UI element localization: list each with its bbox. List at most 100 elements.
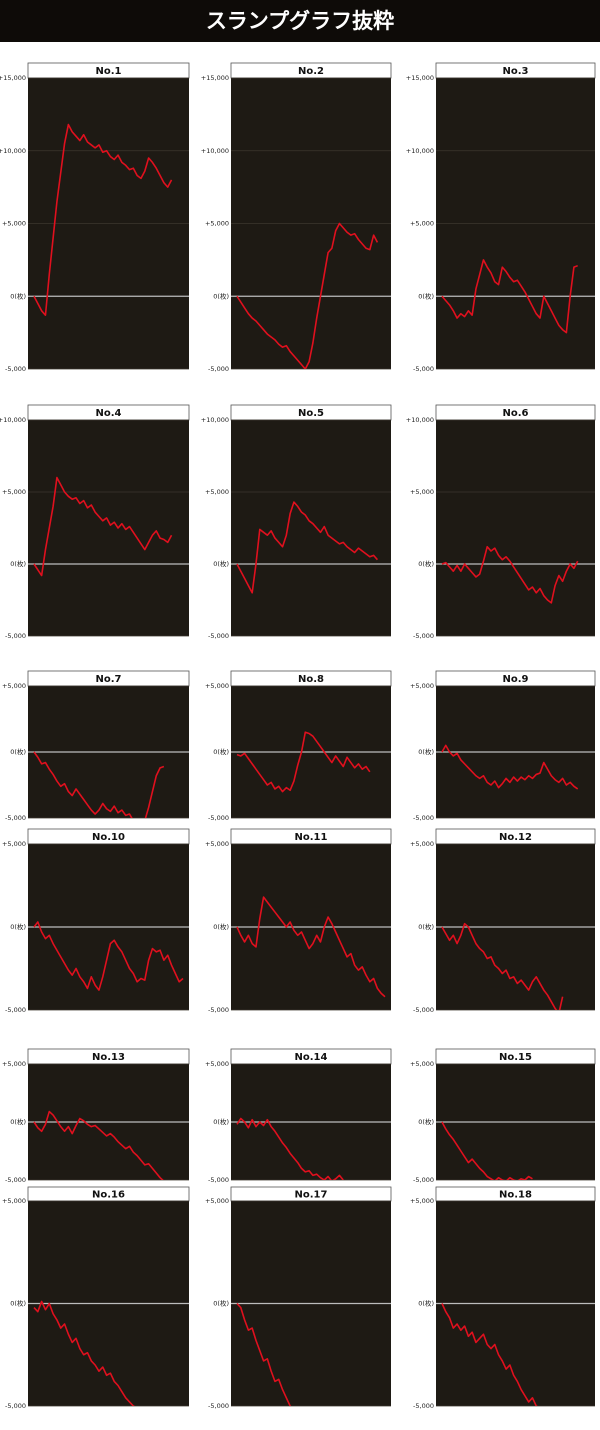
y-tick-label: 0(枚) — [418, 1117, 434, 1126]
slump-line — [33, 476, 173, 577]
y-tick-label: +5,000 — [205, 682, 229, 690]
chart-title: No.4 — [96, 408, 122, 419]
slump-chart: No.1 +15,000 +10,000 +5,000 0(枚) -5,000 — [0, 62, 190, 373]
y-tick-label: -5,000 — [5, 1176, 26, 1184]
chart-title: No.15 — [499, 1052, 532, 1063]
y-tick-label: -5,000 — [413, 632, 434, 640]
slump-chart: No.8 +5,000 0(枚) -5,000 — [205, 670, 392, 822]
chart-title: No.14 — [295, 1052, 328, 1063]
y-tick-label: +5,000 — [410, 840, 434, 848]
y-tick-label: +5,000 — [2, 1060, 26, 1068]
y-tick-label: 0(枚) — [213, 747, 229, 756]
slump-chart: No.10 +5,000 0(枚) -5,000 — [2, 828, 190, 1014]
y-tick-label: +5,000 — [205, 220, 229, 228]
plot-area — [436, 420, 595, 636]
y-tick-label: +5,000 — [205, 1060, 229, 1068]
y-tick-label: 0(枚) — [10, 747, 26, 756]
y-tick-label: -5,000 — [5, 365, 26, 373]
slump-line — [236, 896, 386, 998]
chart-title: No.8 — [298, 674, 324, 685]
y-tick-label: +10,000 — [0, 416, 26, 424]
y-tick-label: +5,000 — [2, 840, 26, 848]
chart-title: No.10 — [92, 832, 125, 843]
chart-title: No.1 — [96, 66, 122, 77]
chart-title: No.13 — [92, 1052, 125, 1063]
y-tick-label: +10,000 — [406, 147, 434, 155]
y-tick-label: +5,000 — [205, 840, 229, 848]
y-tick-label: +10,000 — [201, 147, 229, 155]
chart-title: No.5 — [298, 408, 324, 419]
chart-title: No.18 — [499, 1190, 532, 1201]
slump-line — [33, 1300, 136, 1406]
y-tick-label: -5,000 — [413, 365, 434, 373]
slump-line — [441, 1303, 538, 1406]
y-tick-label: +5,000 — [2, 488, 26, 496]
y-tick-label: -5,000 — [208, 365, 229, 373]
y-tick-label: -5,000 — [208, 1176, 229, 1184]
slump-line — [33, 751, 165, 818]
chart-title: No.16 — [92, 1190, 125, 1201]
y-tick-label: -5,000 — [208, 814, 229, 822]
slump-line — [441, 922, 564, 1010]
slump-line — [236, 1302, 292, 1406]
y-tick-label: +5,000 — [2, 682, 26, 690]
y-tick-label: +5,000 — [205, 1197, 229, 1205]
y-tick-label: +5,000 — [2, 1197, 26, 1205]
y-tick-label: 0(枚) — [213, 922, 229, 931]
y-tick-label: -5,000 — [208, 1006, 229, 1014]
y-tick-label: 0(枚) — [213, 291, 229, 300]
y-tick-label: -5,000 — [5, 814, 26, 822]
y-tick-label: +10,000 — [201, 416, 229, 424]
slump-chart: No.12 +5,000 0(枚) -5,000 — [410, 828, 596, 1014]
y-tick-label: -5,000 — [5, 1006, 26, 1014]
slump-chart: No.17 +5,000 0(枚) -5,000 — [205, 1186, 392, 1410]
plot-area — [28, 420, 189, 636]
slump-line — [33, 123, 173, 316]
y-tick-label: +5,000 — [410, 1197, 434, 1205]
plot-area — [231, 420, 391, 636]
slump-chart: No.13 +5,000 0(枚) -5,000 — [2, 1048, 190, 1184]
y-tick-label: 0(枚) — [213, 1117, 229, 1126]
slump-line — [441, 744, 579, 790]
y-tick-label: 0(枚) — [418, 922, 434, 931]
slump-line — [236, 222, 379, 369]
y-tick-label: 0(枚) — [10, 922, 26, 931]
y-tick-label: 0(枚) — [418, 1299, 434, 1308]
y-tick-label: 0(枚) — [10, 1299, 26, 1308]
slump-line — [441, 545, 579, 604]
y-tick-label: +5,000 — [410, 488, 434, 496]
chart-title: No.12 — [499, 832, 532, 843]
y-tick-label: -5,000 — [413, 1006, 434, 1014]
chart-title: No.9 — [503, 674, 529, 685]
y-tick-label: -5,000 — [413, 814, 434, 822]
slump-chart: No.6 +10,000 +5,000 0(枚) -5,000 — [406, 404, 596, 640]
slump-chart: No.4 +10,000 +5,000 0(枚) -5,000 — [0, 404, 190, 640]
y-tick-label: -5,000 — [5, 1402, 26, 1410]
y-tick-label: +10,000 — [406, 416, 434, 424]
y-tick-label: +5,000 — [410, 682, 434, 690]
y-tick-label: 0(枚) — [10, 1117, 26, 1126]
slump-line — [441, 1121, 533, 1180]
slump-chart: No.14 +5,000 0(枚) -5,000 — [205, 1048, 392, 1184]
y-tick-label: 0(枚) — [418, 747, 434, 756]
chart-title: No.3 — [503, 66, 529, 77]
chart-title: No.7 — [96, 674, 122, 685]
slump-chart: No.2 +15,000 +10,000 +5,000 0(枚) -5,000 — [201, 62, 392, 373]
chart-title: No.2 — [298, 66, 324, 77]
slump-chart: No.11 +5,000 0(枚) -5,000 — [205, 828, 392, 1014]
y-tick-label: +15,000 — [406, 74, 434, 82]
y-tick-label: +15,000 — [201, 74, 229, 82]
y-tick-label: -5,000 — [208, 1402, 229, 1410]
slump-chart: No.18 +5,000 0(枚) -5,000 — [410, 1186, 596, 1410]
page-title: スランプグラフ抜粋 — [206, 9, 394, 33]
y-tick-label: -5,000 — [208, 632, 229, 640]
slump-line — [33, 921, 184, 991]
slump-chart: No.15 +5,000 0(枚) -5,000 — [410, 1048, 596, 1184]
y-tick-label: 0(枚) — [418, 291, 434, 300]
y-tick-label: -5,000 — [413, 1176, 434, 1184]
slump-chart: No.9 +5,000 0(枚) -5,000 — [410, 670, 596, 822]
y-tick-label: 0(枚) — [418, 559, 434, 568]
chart-title: No.17 — [295, 1190, 328, 1201]
chart-title: No.11 — [295, 832, 328, 843]
y-tick-label: -5,000 — [413, 1402, 434, 1410]
